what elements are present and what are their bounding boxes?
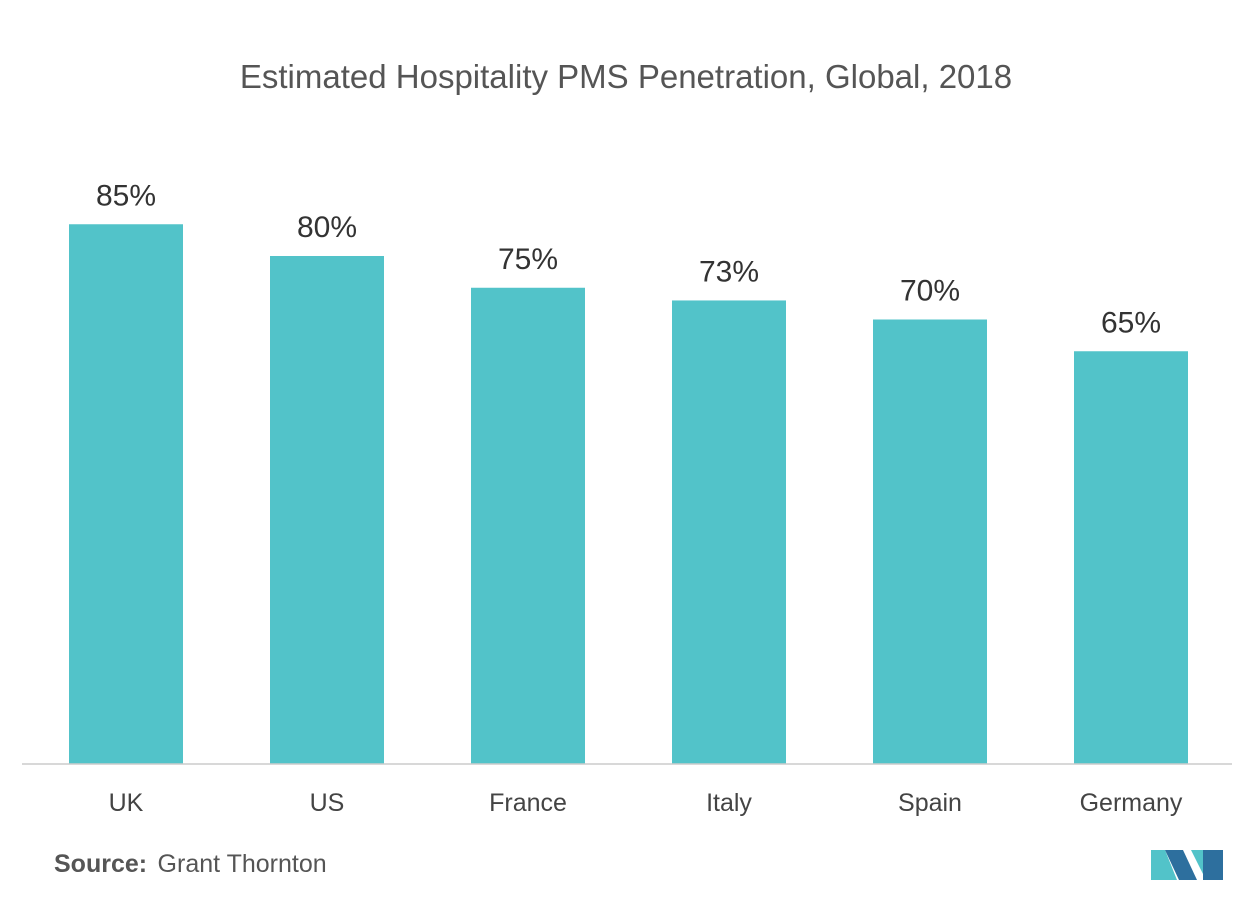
value-label-spain: 70% bbox=[900, 275, 960, 308]
x-tick-label-italy: Italy bbox=[706, 789, 752, 817]
bar-italy bbox=[672, 300, 786, 764]
x-tick-labels-group: UK US France Italy Spain Germany bbox=[109, 789, 1183, 817]
bar-germany bbox=[1074, 351, 1188, 764]
x-tick-label-germany: Germany bbox=[1080, 789, 1183, 817]
value-label-italy: 73% bbox=[699, 255, 759, 288]
x-tick-label-spain: Spain bbox=[898, 789, 962, 817]
logo-shape-right bbox=[1203, 850, 1223, 880]
x-tick-label-uk: UK bbox=[109, 789, 144, 817]
logo-shape-middle bbox=[1165, 850, 1197, 880]
bar-spain bbox=[873, 319, 987, 764]
chart-title: Estimated Hospitality PMS Penetration, G… bbox=[240, 58, 1012, 95]
value-label-france: 75% bbox=[498, 243, 558, 276]
bar-us bbox=[270, 256, 384, 764]
bar-uk bbox=[69, 224, 183, 764]
x-tick-label-us: US bbox=[310, 789, 345, 817]
logo-shape-left bbox=[1151, 850, 1177, 880]
bar-france bbox=[471, 287, 585, 764]
x-tick-label-france: France bbox=[489, 789, 567, 817]
source-note: Source: Grant Thornton bbox=[54, 850, 327, 878]
value-label-germany: 65% bbox=[1101, 306, 1161, 339]
value-label-uk: 85% bbox=[96, 179, 156, 212]
source-prefix: Source: bbox=[54, 850, 147, 878]
value-label-us: 80% bbox=[297, 211, 357, 244]
brand-logo bbox=[1151, 850, 1223, 880]
value-labels-group: 85% 80% 75% 73% 70% 65% bbox=[96, 179, 1161, 339]
source-text: Grant Thornton bbox=[158, 850, 327, 878]
logo-shape-right-light bbox=[1191, 850, 1203, 874]
bars-group bbox=[69, 224, 1188, 764]
